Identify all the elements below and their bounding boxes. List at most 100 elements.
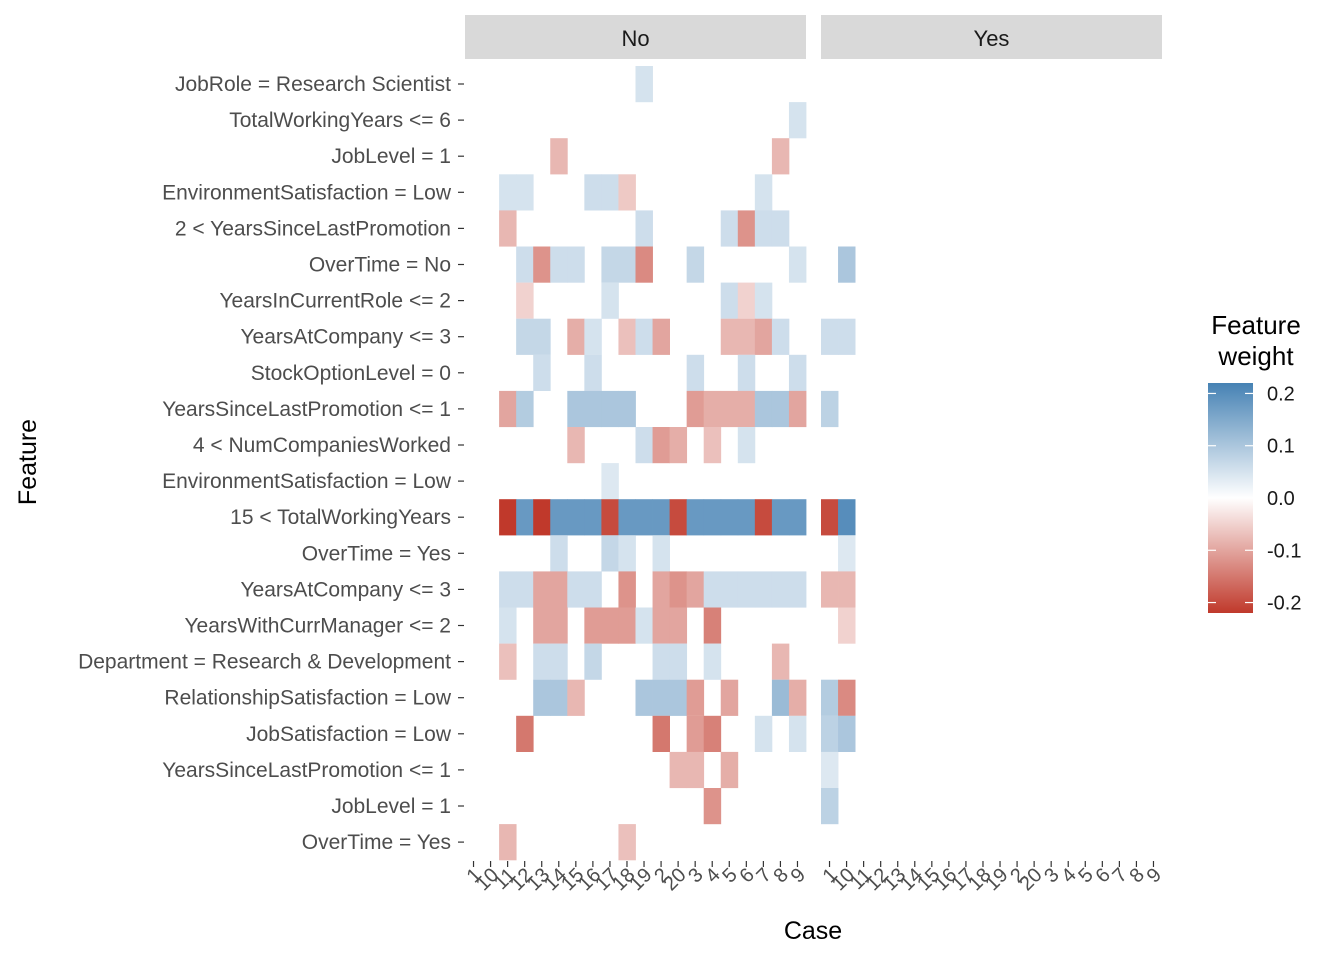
legend-tick-label: -0.1 <box>1267 540 1301 562</box>
heatmap-tile <box>771 318 790 355</box>
heatmap-tile <box>838 499 856 536</box>
heatmap-tile <box>703 643 722 680</box>
heatmap-tile <box>686 390 705 428</box>
heatmap-tile <box>567 679 585 716</box>
legend-ticks: 0.2 0.1 0.0 -0.1 -0.2 <box>1208 383 1301 615</box>
heatmap-tile <box>720 679 739 716</box>
legend-tick-label: 0.1 <box>1267 436 1295 458</box>
heatmap-tile <box>516 499 534 536</box>
legend-title-line-1: Feature <box>1211 310 1301 340</box>
facet-strip-yes-bg <box>821 15 1162 59</box>
heatmap-tile <box>737 354 756 391</box>
heatmap-tile <box>550 571 568 608</box>
heatmap-tile <box>618 318 636 355</box>
heatmap-tile <box>669 427 688 464</box>
heatmap-tile <box>635 318 653 355</box>
heatmap-tile <box>550 535 568 572</box>
heatmap-tile <box>652 535 670 572</box>
facet-strips: No Yes <box>465 15 1162 59</box>
heatmap-tile <box>618 824 636 861</box>
heatmap-tile <box>635 679 653 716</box>
heatmap-tile <box>686 679 705 716</box>
feature-label: TotalWorkingYears <= 6 <box>229 109 451 132</box>
heatmap-tile <box>618 607 636 644</box>
heatmap-tile <box>550 246 568 283</box>
heatmap-tile <box>567 571 585 608</box>
heatmap-tile <box>754 715 773 752</box>
heatmap-tile <box>703 715 722 752</box>
feature-label: YearsWithCurrManager <= 2 <box>184 615 451 638</box>
heatmap-tile <box>533 571 551 608</box>
heatmap-tile <box>601 246 619 283</box>
heatmap-tile <box>499 499 517 536</box>
heatmap-tile <box>652 571 670 608</box>
heatmap-tile <box>618 174 636 211</box>
heatmap-tile <box>652 427 670 464</box>
heatmap-tile <box>499 571 517 608</box>
heatmap-tile <box>618 535 636 572</box>
heatmap-tile <box>652 318 670 355</box>
heatmap-tile <box>550 643 568 680</box>
heatmap-tile <box>754 174 773 211</box>
feature-axis-labels: JobRole = Research Scientist TotalWorking… <box>78 73 464 854</box>
heatmap-tile <box>550 138 568 175</box>
heatmap-tile <box>838 571 856 608</box>
heatmap-tile <box>788 715 807 752</box>
legend-tick-label: -0.2 <box>1267 593 1301 615</box>
heatmap-tile <box>567 390 585 428</box>
heatmap-tile <box>838 715 856 752</box>
feature-label: JobSatisfaction = Low <box>246 723 452 746</box>
heatmap-tile <box>737 282 756 319</box>
heatmap-tile <box>567 427 585 464</box>
feature-label: YearsSinceLastPromotion <= 1 <box>162 759 451 782</box>
feature-label: Department = Research & Development <box>78 651 451 674</box>
heatmap-tile <box>635 499 653 536</box>
heatmap-tile <box>652 643 670 680</box>
heatmap-tile <box>838 246 856 283</box>
heatmap-tile <box>788 246 807 283</box>
x-tick-label: 19 <box>625 864 656 895</box>
heatmap-tile <box>533 246 551 283</box>
heatmap-tile <box>754 499 773 536</box>
heatmap-tile <box>601 499 619 536</box>
heatmap-tile <box>686 499 705 536</box>
heatmap-tile <box>838 607 856 644</box>
heatmap-tile <box>771 571 790 608</box>
heatmap-tile <box>771 643 790 680</box>
x-tick-label: 9 <box>1143 864 1166 887</box>
heatmap-tile <box>720 282 739 319</box>
heatmap-tile <box>516 715 534 752</box>
feature-label: YearsSinceLastPromotion <= 1 <box>162 398 451 421</box>
heatmap-tile <box>821 318 839 355</box>
y-axis-title: Feature <box>14 419 42 505</box>
heatmap-tile <box>669 571 688 608</box>
heatmap-tile <box>550 679 568 716</box>
heatmap-tile <box>771 499 790 536</box>
heatmap-tile <box>720 499 739 536</box>
heatmap-tile <box>821 390 839 428</box>
heatmap-tile <box>754 210 773 247</box>
heatmap-tile <box>584 318 602 355</box>
x-tick-label: 9 <box>787 864 810 887</box>
feature-label: JobLevel = 1 <box>331 795 451 818</box>
heatmap-tile <box>550 499 568 536</box>
feature-label: RelationshipSatisfaction = Low <box>164 687 451 710</box>
heatmap-tile <box>533 499 551 536</box>
heatmap-tile <box>686 246 705 283</box>
heatmap-tile <box>720 390 739 428</box>
heatmap-tile <box>601 463 619 500</box>
heatmap-tile <box>567 318 585 355</box>
heatmap-tile <box>754 571 773 608</box>
heatmap-tile <box>754 318 773 355</box>
heatmap-tile <box>720 571 739 608</box>
heatmap-tile <box>703 427 722 464</box>
heatmap-tile <box>737 571 756 608</box>
heatmap-tile <box>499 210 517 247</box>
heatmap-tile <box>821 715 839 752</box>
heatmap-tile <box>584 499 602 536</box>
heatmap-tile <box>703 571 722 608</box>
facet-strip-no-bg <box>465 15 806 59</box>
heatmap-tile <box>669 751 688 789</box>
heatmap-tile <box>754 282 773 319</box>
heatmap-tile <box>533 318 551 355</box>
